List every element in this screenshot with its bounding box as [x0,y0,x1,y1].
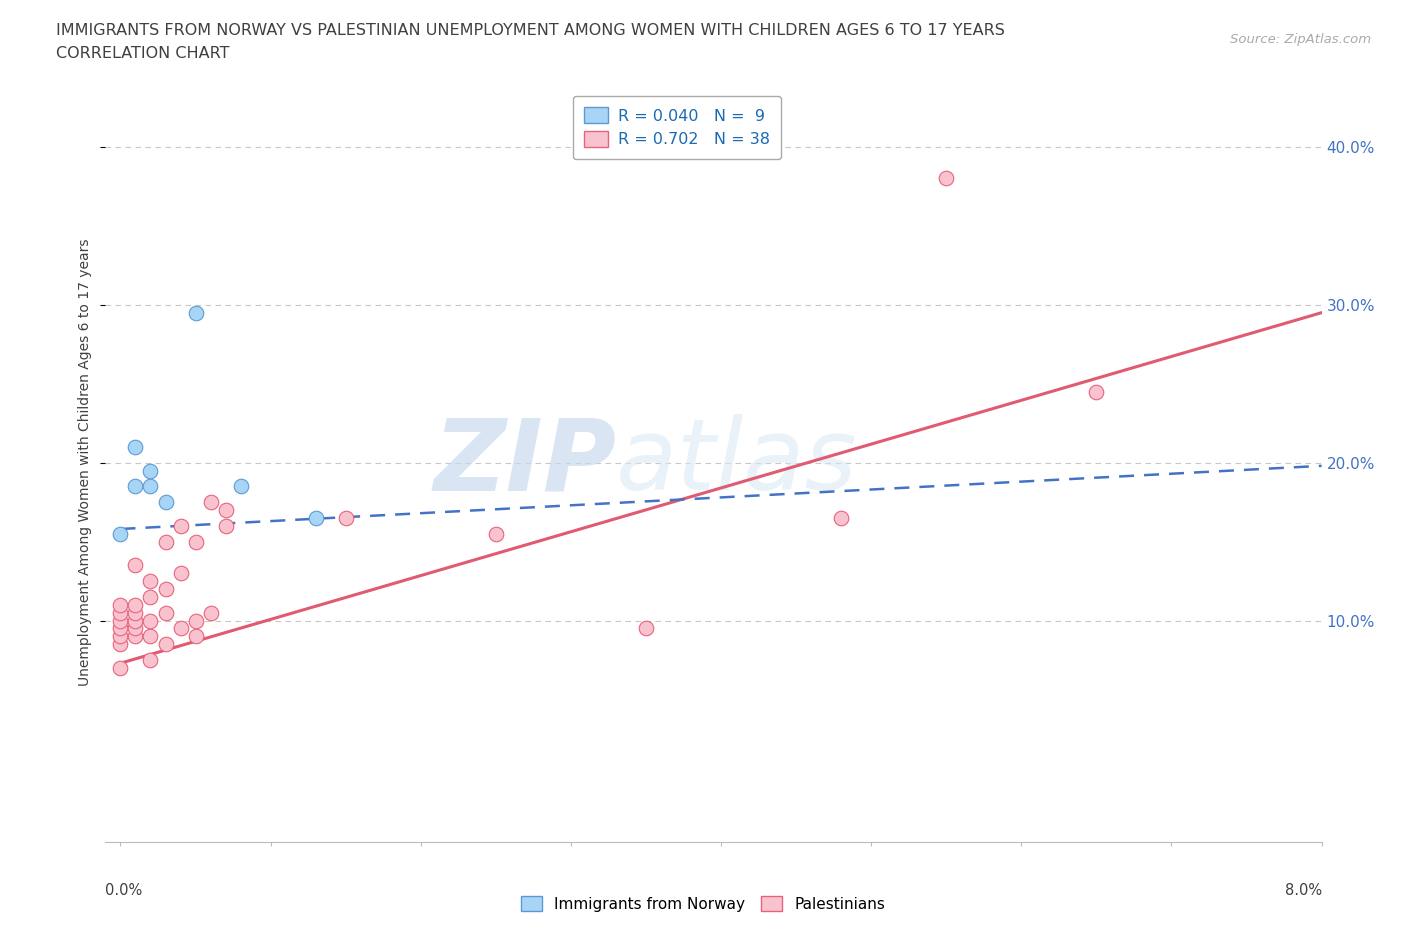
Point [155,534,177,549]
Point [200,495,222,510]
Point [124,479,146,494]
Point [485,526,508,541]
Point [124,558,146,573]
Point [139,463,162,478]
Text: 8.0%: 8.0% [1285,884,1322,898]
Point [184,305,207,320]
Text: 0.0%: 0.0% [105,884,142,898]
Point [110,597,132,612]
Point [139,590,162,604]
Point [935,171,957,186]
Point [110,637,132,652]
Point [229,479,252,494]
Point [110,526,132,541]
Point [155,495,177,510]
Point [214,518,236,533]
Text: CORRELATION CHART: CORRELATION CHART [56,46,229,61]
Point [169,565,191,580]
Point [110,629,132,644]
Point [155,637,177,652]
Point [184,629,207,644]
Point [634,621,657,636]
Point [184,613,207,628]
Text: Source: ZipAtlas.com: Source: ZipAtlas.com [1230,33,1371,46]
Point [155,605,177,620]
Legend: R = 0.040   N =  9, R = 0.702   N = 38: R = 0.040 N = 9, R = 0.702 N = 38 [572,96,782,159]
Point [110,605,132,620]
Point [110,613,132,628]
Point [155,581,177,596]
Point [139,574,162,589]
Legend: Immigrants from Norway, Palestinians: Immigrants from Norway, Palestinians [515,890,891,918]
Text: IMMIGRANTS FROM NORWAY VS PALESTINIAN UNEMPLOYMENT AMONG WOMEN WITH CHILDREN AGE: IMMIGRANTS FROM NORWAY VS PALESTINIAN UN… [56,23,1005,38]
Point [335,511,357,525]
Point [124,621,146,636]
Point [305,511,328,525]
Point [184,534,207,549]
Point [124,605,146,620]
Point [169,518,191,533]
Text: ZIP: ZIP [433,414,616,512]
Point [139,629,162,644]
Point [139,653,162,668]
Point [1085,384,1108,399]
Point [200,605,222,620]
Point [110,660,132,675]
Y-axis label: Unemployment Among Women with Children Ages 6 to 17 years: Unemployment Among Women with Children A… [79,239,93,686]
Point [110,621,132,636]
Point [139,479,162,494]
Text: atlas: atlas [616,414,858,512]
Point [124,629,146,644]
Point [124,597,146,612]
Point [139,613,162,628]
Point [124,613,146,628]
Point [124,440,146,455]
Point [830,511,852,525]
Point [169,621,191,636]
Point [214,502,236,517]
